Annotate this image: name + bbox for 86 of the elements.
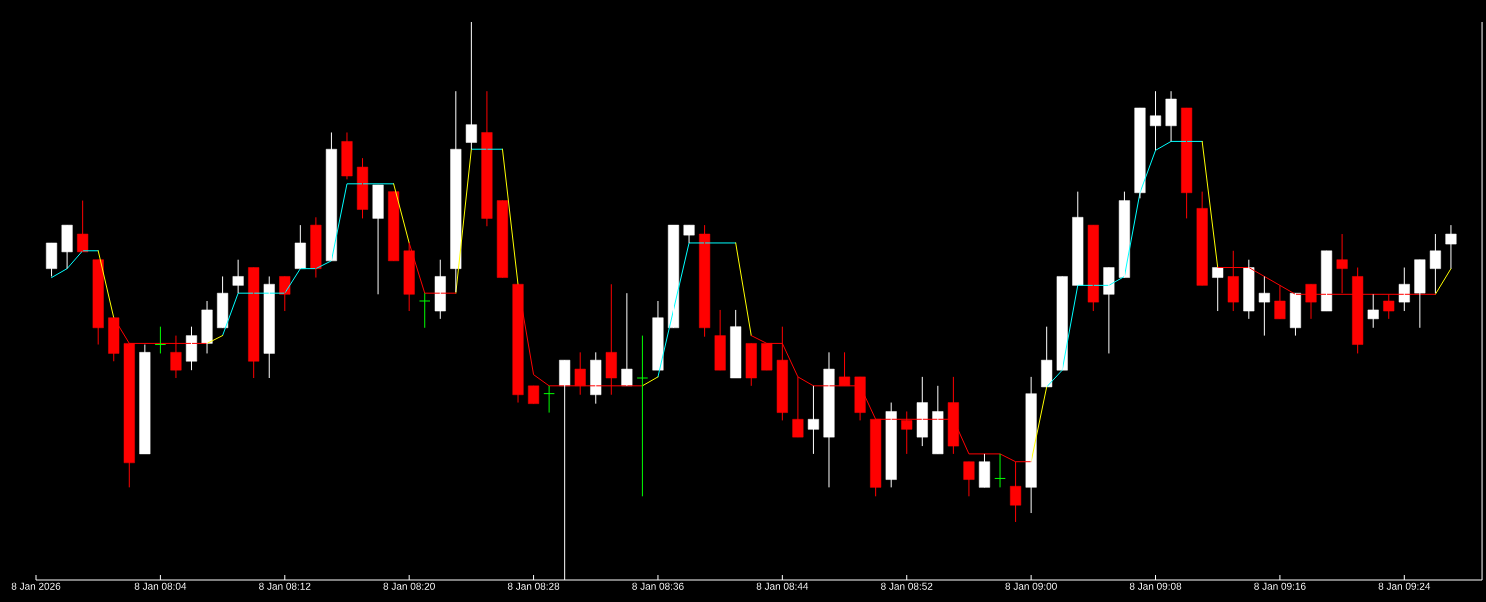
candlestick — [1274, 284, 1286, 320]
candlestick — [170, 335, 182, 379]
x-tick-label: 8 Jan 08:36 — [632, 582, 684, 590]
candlestick — [1414, 259, 1426, 329]
x-tick-label: 8 Jan 08:12 — [259, 582, 311, 590]
candlestick — [947, 376, 959, 455]
candlestick — [714, 309, 726, 371]
candlestick — [61, 224, 73, 270]
candlestick — [450, 90, 462, 293]
candlestick — [481, 90, 493, 227]
candlestick — [901, 410, 913, 455]
candlestick — [1149, 90, 1162, 151]
candlestick — [1227, 250, 1239, 312]
candlestick — [279, 275, 291, 312]
candlestick — [1383, 293, 1395, 320]
candlestick — [217, 275, 229, 329]
candlestick — [699, 224, 711, 338]
candlestick — [932, 385, 944, 455]
candlestick — [528, 385, 540, 405]
candlestick — [434, 259, 446, 320]
candlestick — [1429, 233, 1441, 294]
candlestick — [418, 292, 431, 329]
candlestick — [263, 275, 275, 379]
candlestick — [154, 326, 167, 354]
x-tick-label: 8 Jan 2026 — [11, 582, 61, 590]
candlestick — [325, 131, 337, 262]
x-tick-label: 8 Jan 08:04 — [134, 582, 187, 590]
candlestick — [807, 385, 819, 455]
candlestick — [1041, 326, 1053, 388]
candlestick — [590, 351, 602, 405]
candlestick — [667, 224, 680, 329]
candlestick — [1056, 275, 1068, 371]
candlestick — [1072, 191, 1084, 286]
candlestick — [1196, 191, 1208, 286]
candlestick — [994, 453, 1006, 488]
x-tick-label: 8 Jan 08:28 — [507, 582, 560, 590]
candlestick — [46, 242, 58, 277]
candlestick — [1181, 107, 1193, 219]
x-tick-label: 8 Jan 08:44 — [756, 582, 809, 590]
candlestick — [916, 376, 928, 447]
x-tick-label: 8 Jan 08:52 — [881, 582, 933, 590]
candlestick — [372, 184, 384, 295]
candlestick — [745, 342, 757, 387]
candlestick — [1118, 191, 1130, 279]
candlestick — [730, 309, 742, 379]
candlestick — [761, 342, 773, 371]
candlestick — [310, 216, 322, 279]
candlestick — [92, 259, 104, 346]
candlestick — [1398, 267, 1410, 312]
x-tick-label: 8 Jan 09:08 — [1129, 582, 1182, 590]
candlestick — [543, 385, 555, 414]
candlestick — [1165, 90, 1177, 142]
candlestick — [496, 200, 508, 279]
candlestick — [978, 453, 991, 488]
x-tick-label: 8 Jan 09:24 — [1378, 582, 1431, 590]
candlestick — [683, 224, 695, 244]
candlestick — [294, 224, 306, 270]
candlestick — [1367, 293, 1379, 329]
candlestick — [77, 200, 89, 253]
candlestick — [465, 21, 477, 150]
candlestick — [1212, 267, 1224, 312]
candlestick — [776, 326, 788, 421]
candlestick — [1243, 259, 1255, 320]
candlestick — [1445, 224, 1457, 270]
candlestick — [885, 402, 897, 488]
candlestick — [823, 351, 835, 488]
candlestick — [248, 267, 260, 379]
candlestick — [185, 326, 198, 371]
candlestick — [1087, 224, 1099, 312]
candlestick — [574, 351, 586, 396]
candlestick — [341, 131, 353, 180]
candlestick — [139, 344, 151, 455]
candlestick — [792, 376, 804, 438]
candlestick — [1352, 267, 1364, 354]
candlestick — [388, 191, 400, 262]
candlestick — [605, 283, 617, 396]
candlestick — [1258, 275, 1270, 337]
candlestick — [356, 157, 369, 219]
x-tick-label: 8 Jan 09:00 — [1005, 582, 1057, 590]
candlestick — [201, 300, 213, 354]
candlestick — [963, 461, 975, 497]
candlestick — [636, 335, 649, 497]
candlestick — [232, 259, 244, 294]
x-tick-label: 8 Jan 08:20 — [383, 582, 435, 590]
candlestick — [1321, 250, 1333, 312]
x-tick-label: 8 Jan 09:16 — [1254, 582, 1306, 590]
